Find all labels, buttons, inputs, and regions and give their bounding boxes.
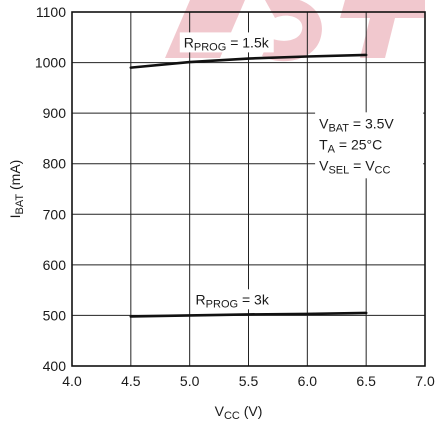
x-tick-label: 5.5 xyxy=(239,373,259,389)
plot-frame xyxy=(71,11,426,367)
series-label-bg xyxy=(191,289,274,310)
y-tick-label: 1100 xyxy=(36,4,66,20)
series-label-1: RPROG = 1.5k xyxy=(184,34,270,53)
y-tick-label: 700 xyxy=(43,206,67,222)
watermark-shape xyxy=(340,0,425,58)
chart-labels: 4.0 4.5 5.0 5.5 6.0 6.5 7.0 400 500 600 700 800 900 1… xyxy=(7,4,435,422)
y-tick-label: 800 xyxy=(43,156,67,172)
x-axis-label: VCC (V) xyxy=(215,403,263,422)
x-tick-label: 7.0 xyxy=(415,373,435,389)
watermark-shape xyxy=(262,0,322,62)
series-label-2: RPROG = 3k xyxy=(196,291,270,310)
condition-line: VBAT = 3.5V xyxy=(319,115,394,134)
x-tick-label: 4.0 xyxy=(62,373,82,389)
grid xyxy=(71,11,426,367)
series-label-bg xyxy=(179,32,274,53)
series-lines xyxy=(129,53,368,318)
x-tick-label: 6.5 xyxy=(356,373,376,389)
y-tick-label: 1000 xyxy=(35,55,66,71)
x-tick-label: 5.0 xyxy=(180,373,200,389)
series-line-2 xyxy=(129,311,368,318)
conditions-bg xyxy=(315,112,424,179)
x-tick-label: 6.0 xyxy=(298,373,318,389)
condition-line: TA = 25°C xyxy=(319,136,382,155)
condition-line: VSEL = VCC xyxy=(319,157,390,176)
y-tick-label: 400 xyxy=(43,358,67,374)
x-tick-label: 4.5 xyxy=(121,373,141,389)
y-tick-label: 900 xyxy=(43,105,67,121)
axes xyxy=(71,11,426,367)
series-line-1 xyxy=(129,53,368,69)
y-tick-label: 500 xyxy=(43,307,67,323)
y-tick-label: 600 xyxy=(43,257,67,273)
y-axis-label: IBAT (mA) xyxy=(7,160,26,219)
